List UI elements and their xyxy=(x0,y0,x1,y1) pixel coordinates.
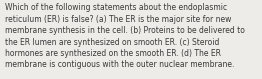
Text: Which of the following statements about the endoplasmic
reticulum (ER) is false?: Which of the following statements about … xyxy=(5,3,245,69)
